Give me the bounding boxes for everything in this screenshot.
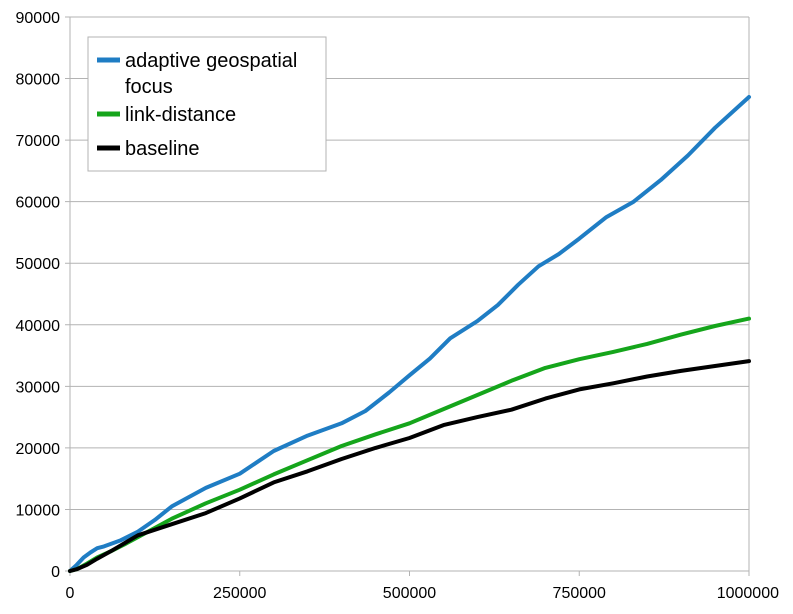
legend-box xyxy=(87,36,327,172)
legend-label: link-distance xyxy=(125,104,236,126)
x-tick-label: 1000000 xyxy=(717,585,779,602)
y-tick-label: 70000 xyxy=(16,133,61,150)
y-tick-label: 40000 xyxy=(16,318,61,335)
y-tick-label: 50000 xyxy=(16,256,61,273)
y-tick-label: 90000 xyxy=(16,10,61,27)
x-tick-label: 0 xyxy=(66,585,75,602)
x-tick-label: 250000 xyxy=(213,585,266,602)
axes: 0 10000 20000 30000 40000 50000 60000 70000 8000… xyxy=(16,10,780,602)
legend: adaptive geospatial focus link-distance bas… xyxy=(87,36,327,172)
series-lines xyxy=(68,95,751,573)
y-tick-label: 20000 xyxy=(16,441,61,458)
series-line xyxy=(68,359,751,573)
x-tick-label: 500000 xyxy=(383,585,436,602)
y-tick-label: 30000 xyxy=(16,379,61,396)
legend-label: adaptive geospatial xyxy=(125,50,297,72)
y-tick-label: 60000 xyxy=(16,195,61,212)
y-tick-label: 10000 xyxy=(16,502,61,519)
x-tick-label: 750000 xyxy=(553,585,606,602)
series-line xyxy=(68,95,751,573)
series-line xyxy=(68,316,751,573)
gridlines xyxy=(65,16,749,572)
y-tick-label: 0 xyxy=(51,564,60,581)
legend-label-continued: focus xyxy=(125,76,173,98)
legend-label: baseline xyxy=(125,138,200,160)
y-tick-label: 80000 xyxy=(16,72,61,89)
